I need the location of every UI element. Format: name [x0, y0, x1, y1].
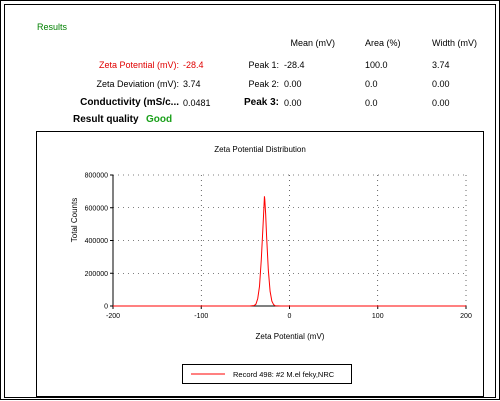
col-header-area: Area (%) [365, 38, 401, 48]
chart-legend: Record 498: #2 M.el feky,NRC [182, 364, 352, 384]
peak-1-width: 3.74 [432, 60, 450, 70]
y-tick-label: 800000 [85, 173, 108, 180]
x-tick-label: 200 [460, 313, 472, 320]
peak-1-area: 100.0 [365, 60, 388, 70]
x-axis-label: Zeta Potential (mV) [256, 332, 325, 341]
y-tick-label: 600000 [85, 205, 108, 212]
chart-title: Zeta Potential Distribution [214, 145, 306, 154]
zeta-distribution-chart: Zeta Potential Distribution 0 200000 40000… [36, 131, 484, 397]
x-tick-label: -100 [194, 313, 208, 320]
peak-2-label: Peak 2: [248, 79, 279, 89]
zeta-deviation-label: Zeta Deviation (mV): [96, 79, 179, 89]
series-line [113, 196, 466, 307]
peak-2-mean: 0.00 [284, 79, 302, 89]
y-tick-label: 400000 [85, 238, 108, 245]
peak-3-label: Peak 3: [243, 97, 279, 108]
result-quality-label: Result quality [73, 114, 139, 125]
peak-2-width: 0.00 [432, 79, 450, 89]
y-axis-label: Total Counts [70, 198, 79, 242]
conductivity-value: 0.0481 [183, 98, 211, 108]
y-tick-label: 200000 [85, 271, 108, 278]
conductivity-label: Conductivity (mS/c... [80, 97, 179, 108]
col-header-mean: Mean (mV) [290, 38, 335, 48]
peak-3-area: 0.0 [365, 98, 378, 108]
peak-3-width: 0.00 [432, 98, 450, 108]
chart-svg: Zeta Potential Distribution 0 200000 40000… [70, 145, 472, 341]
zeta-deviation-value: 3.74 [183, 79, 201, 89]
col-header-width: Width (mV) [432, 38, 477, 48]
zeta-potential-label: Zeta Potential (mV): [98, 60, 179, 70]
results-title: Results [37, 22, 68, 32]
peak-1-mean: -28.4 [284, 60, 305, 70]
x-tick-label: -200 [106, 313, 120, 320]
x-tick-label: 0 [288, 313, 292, 320]
results-panel: Results Mean (mV) Area (%) Width (mV) Ze… [4, 4, 496, 398]
result-quality-value: Good [146, 114, 173, 125]
zeta-potential-value: -28.4 [183, 60, 204, 70]
peak-2-area: 0.0 [365, 79, 378, 89]
legend-entry: Record 498: #2 M.el feky,NRC [233, 370, 335, 379]
x-tick-label: 100 [372, 313, 384, 320]
y-tick-label: 0 [104, 304, 108, 311]
peak-3-mean: 0.00 [284, 98, 302, 108]
peak-1-label: Peak 1: [248, 60, 279, 70]
